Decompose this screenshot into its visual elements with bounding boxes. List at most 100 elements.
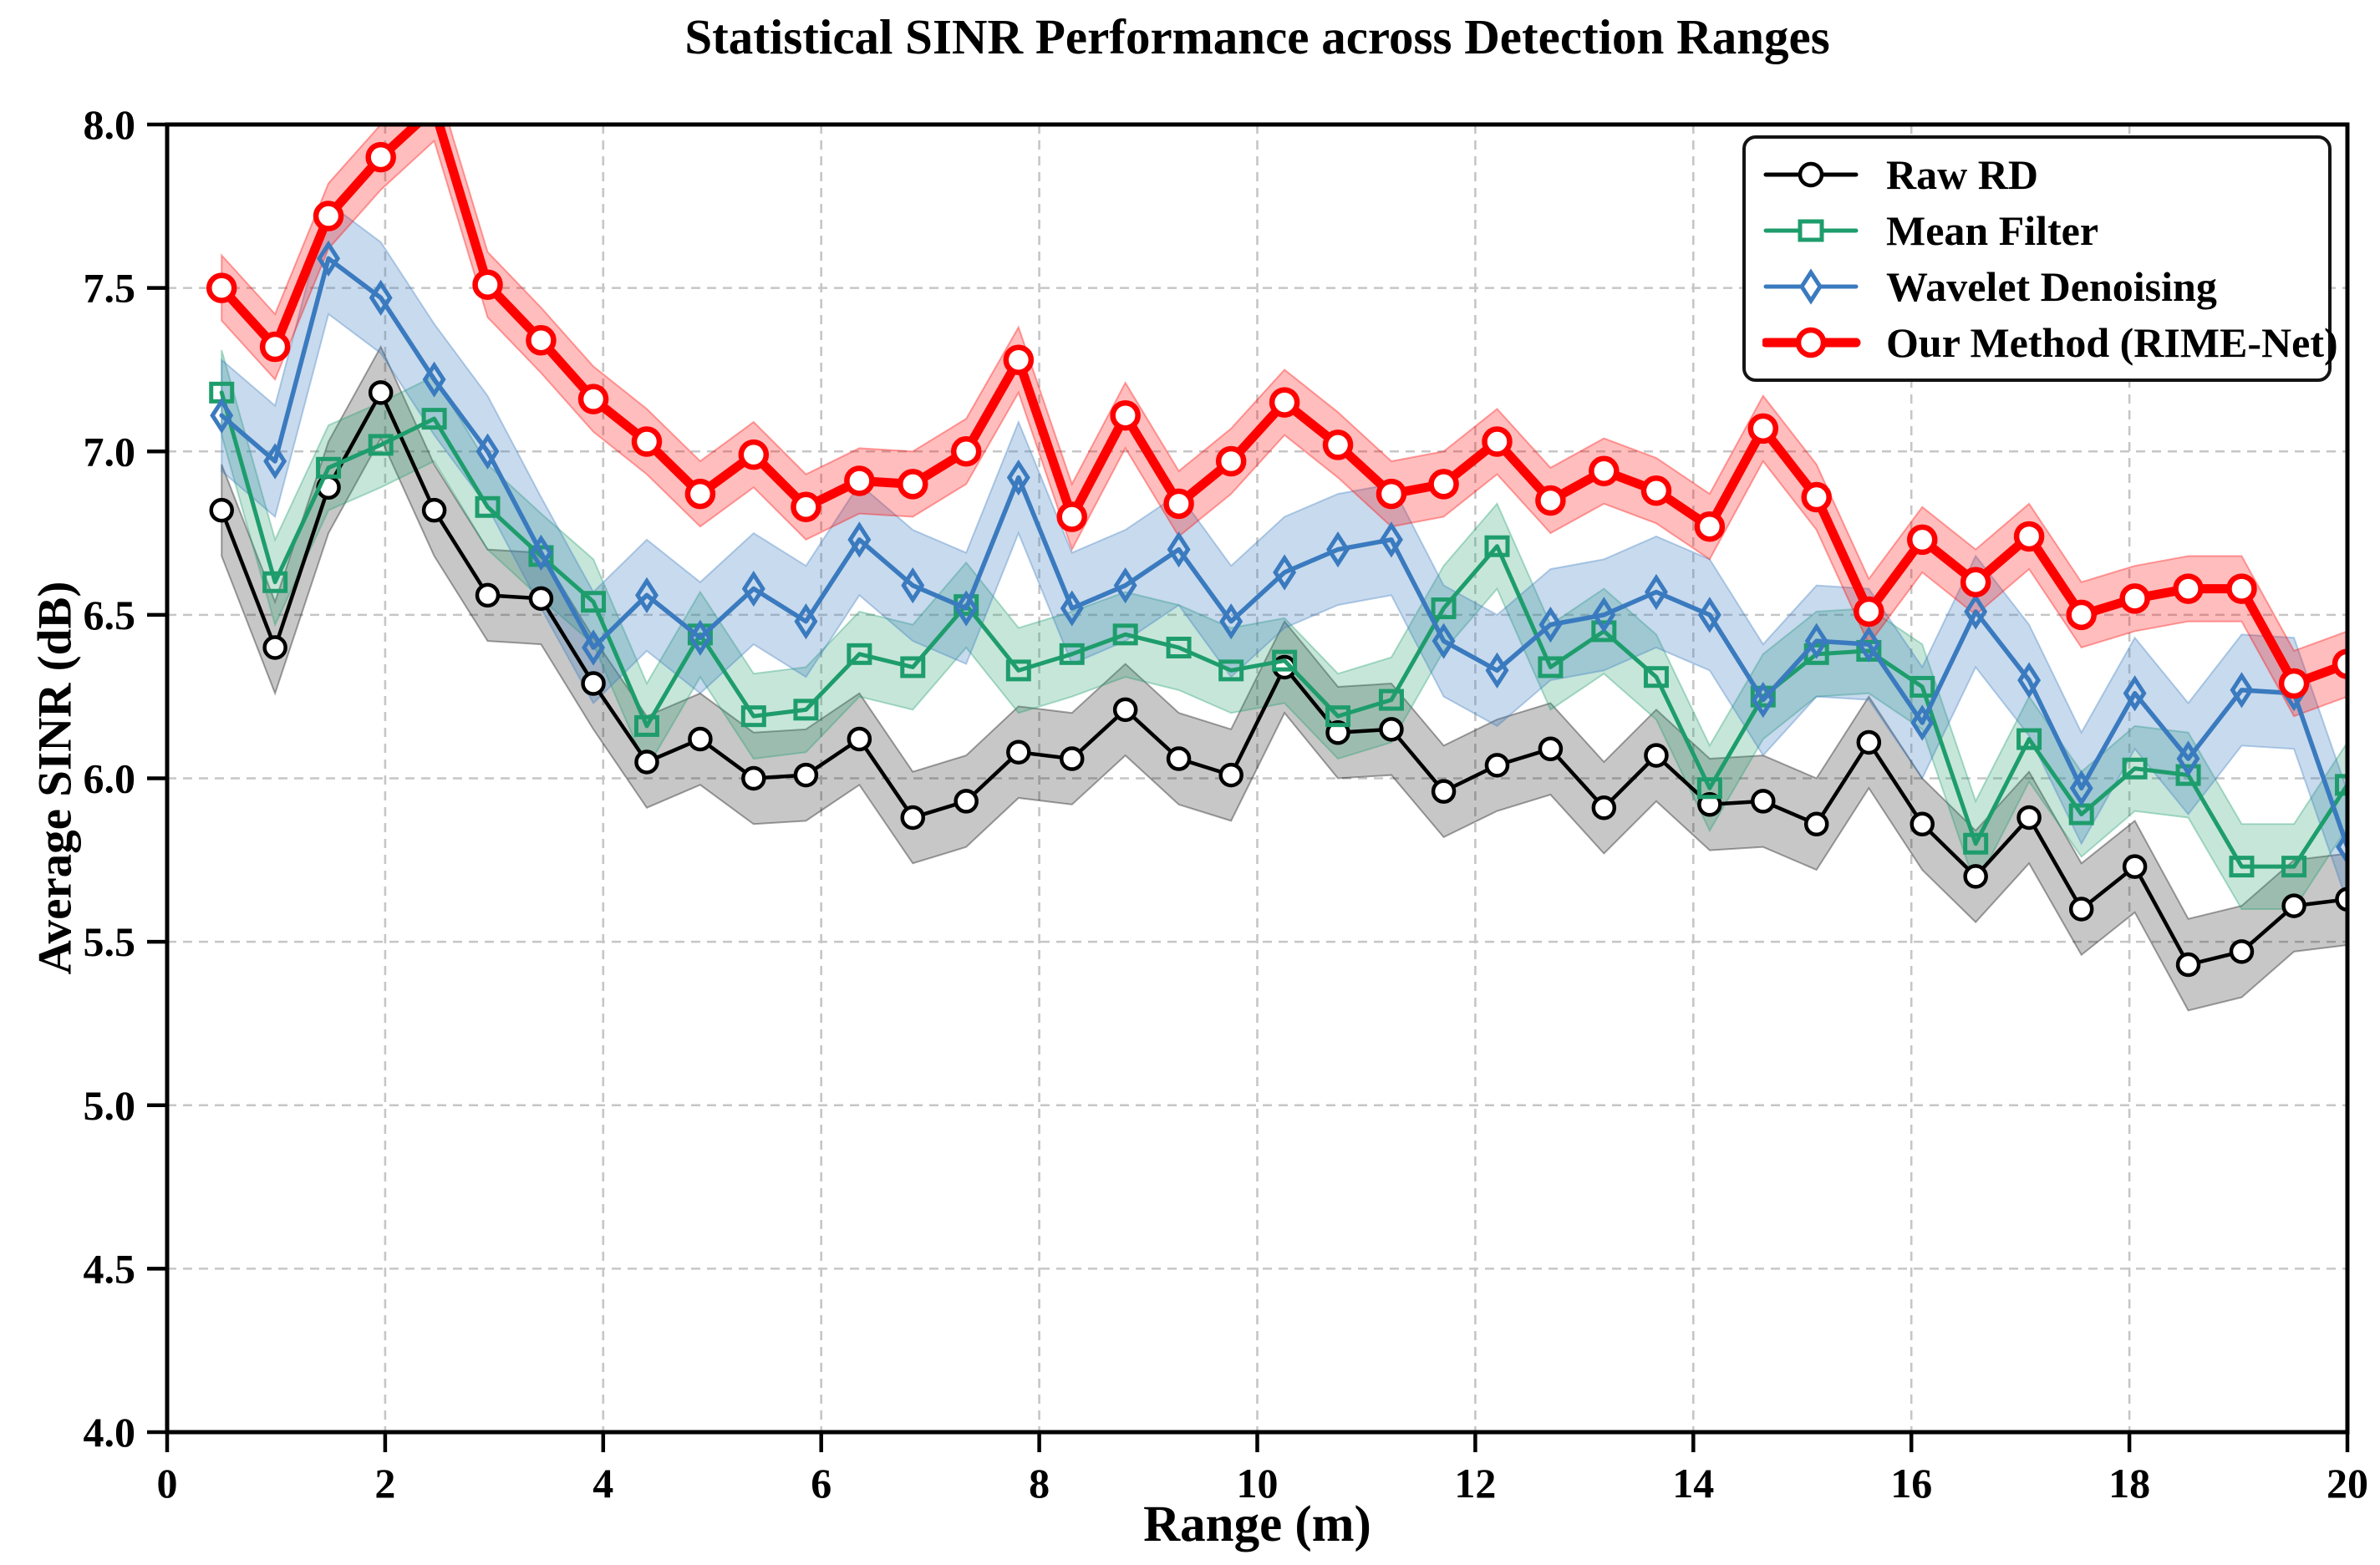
circle-marker-icon	[1484, 753, 1510, 778]
circle-marker-icon	[1963, 864, 1988, 889]
square-marker-icon	[1643, 666, 1669, 688]
circle-marker-icon	[900, 805, 926, 831]
circle-marker-icon	[259, 331, 291, 363]
circle-marker-icon	[2332, 648, 2347, 679]
square-marker-icon	[368, 434, 394, 456]
circle-marker-icon	[1591, 795, 1617, 821]
legend-label: Our Method (RIME-Net)	[1886, 318, 2338, 366]
confidence-band-wavelet-denoising	[221, 201, 2347, 903]
circle-marker-icon	[2173, 573, 2204, 604]
circle-marker-icon	[1112, 697, 1138, 723]
circle-marker-icon	[634, 749, 659, 775]
circle-marker-icon	[1538, 736, 1564, 762]
circle-marker-icon	[1795, 327, 1827, 358]
square-marker-icon	[2335, 774, 2347, 796]
diamond-marker-icon	[582, 629, 606, 666]
circle-marker-icon	[1431, 779, 1457, 804]
square-marker-icon	[2016, 728, 2042, 750]
diamond-marker-icon	[1538, 607, 1563, 643]
circle-marker-icon	[1910, 811, 1935, 837]
square-marker-icon	[1218, 659, 1244, 682]
circle-marker-icon	[1906, 524, 1938, 556]
circle-marker-icon	[1110, 399, 1141, 431]
diamond-marker-icon	[422, 361, 446, 398]
circle-marker-icon	[1325, 719, 1350, 745]
circle-marker-icon	[2013, 521, 2045, 552]
circle-marker-icon	[631, 426, 663, 457]
line-diamond-marker-icon	[1763, 268, 1859, 305]
diamond-marker-icon	[2230, 672, 2254, 709]
circle-marker-icon	[741, 765, 766, 791]
diamond-marker-icon	[1751, 681, 1775, 719]
circle-marker-icon	[2335, 887, 2347, 912]
diamond-marker-icon	[1910, 704, 1935, 741]
square-marker-icon	[1484, 535, 1510, 557]
diamond-marker-icon	[1273, 554, 1297, 591]
x-tick-label: 6	[811, 1460, 831, 1507]
diamond-marker-icon	[635, 577, 659, 614]
circle-marker-icon	[1215, 445, 1247, 477]
square-marker-icon	[262, 571, 288, 593]
circle-marker-icon	[2016, 805, 2042, 831]
diamond-marker-icon	[1697, 597, 1721, 633]
legend-item-raw-rd: Raw RD	[1762, 149, 2320, 201]
y-tick-label: 4.5	[84, 1245, 136, 1292]
y-tick-label: 4.0	[84, 1409, 136, 1456]
diamond-marker-icon	[2176, 740, 2200, 777]
square-marker-icon	[1378, 688, 1404, 711]
diamond-marker-icon	[2336, 829, 2347, 866]
circle-marker-icon	[1640, 475, 1672, 506]
legend-item-our-method: Our Method (RIME-Net)	[1762, 317, 2338, 368]
circle-marker-icon	[1379, 717, 1404, 742]
circle-marker-icon	[684, 478, 716, 510]
diamond-marker-icon	[1592, 597, 1616, 633]
legend-label: Mean Filter	[1886, 207, 2099, 255]
x-tick-label: 10	[1237, 1460, 1279, 1507]
circle-marker-icon	[1056, 501, 1087, 532]
y-tick-label: 6.5	[84, 592, 136, 638]
diamond-marker-icon	[794, 603, 818, 640]
series-markers-raw-rd	[209, 380, 2347, 978]
diamond-marker-icon	[847, 521, 872, 558]
legend-label: Raw RD	[1886, 151, 2038, 199]
circle-marker-icon	[954, 789, 979, 814]
square-marker-icon	[2175, 764, 2201, 786]
square-marker-icon	[1005, 659, 1031, 682]
diamond-marker-icon	[475, 433, 500, 470]
circle-marker-icon	[2278, 668, 2310, 699]
circle-marker-icon	[1801, 481, 1832, 513]
circle-marker-icon	[1589, 455, 1620, 486]
square-marker-icon	[1910, 675, 1935, 698]
series-markers-wavelet-denoising	[210, 240, 2347, 866]
x-tick-label: 20	[2327, 1460, 2368, 1507]
y-tick-label: 6.0	[84, 755, 136, 802]
circle-marker-icon	[1535, 485, 1566, 516]
x-tick-label: 2	[374, 1460, 395, 1507]
circle-marker-icon	[1747, 413, 1779, 445]
y-tick-label: 8.0	[84, 101, 136, 148]
circle-marker-icon	[2226, 573, 2257, 604]
circle-marker-icon	[206, 272, 237, 303]
circle-marker-icon	[1006, 739, 1031, 765]
square-marker-icon	[740, 705, 766, 728]
circle-marker-icon	[2281, 893, 2306, 918]
circle-marker-icon	[1482, 426, 1513, 457]
square-marker-icon	[2122, 757, 2148, 780]
square-marker-icon	[847, 643, 872, 665]
circle-marker-icon	[2122, 854, 2148, 879]
square-marker-icon	[1272, 649, 1298, 672]
x-tick-label: 12	[1454, 1460, 1496, 1507]
diamond-marker-icon	[369, 279, 393, 316]
circle-marker-icon	[1644, 743, 1669, 768]
circle-marker-icon	[421, 497, 447, 523]
circle-marker-icon	[1163, 488, 1194, 520]
square-marker-icon	[2229, 856, 2255, 878]
square-marker-icon	[1798, 219, 1824, 242]
square-marker-icon	[421, 408, 447, 430]
confidence-band-our-method-rime-net	[221, 124, 2347, 718]
circle-marker-icon	[577, 384, 609, 414]
circle-marker-icon	[526, 324, 557, 356]
series-markers-our-method-rime-net	[206, 141, 2347, 699]
circle-marker-icon	[1798, 162, 1824, 188]
square-marker-icon	[1431, 597, 1457, 620]
